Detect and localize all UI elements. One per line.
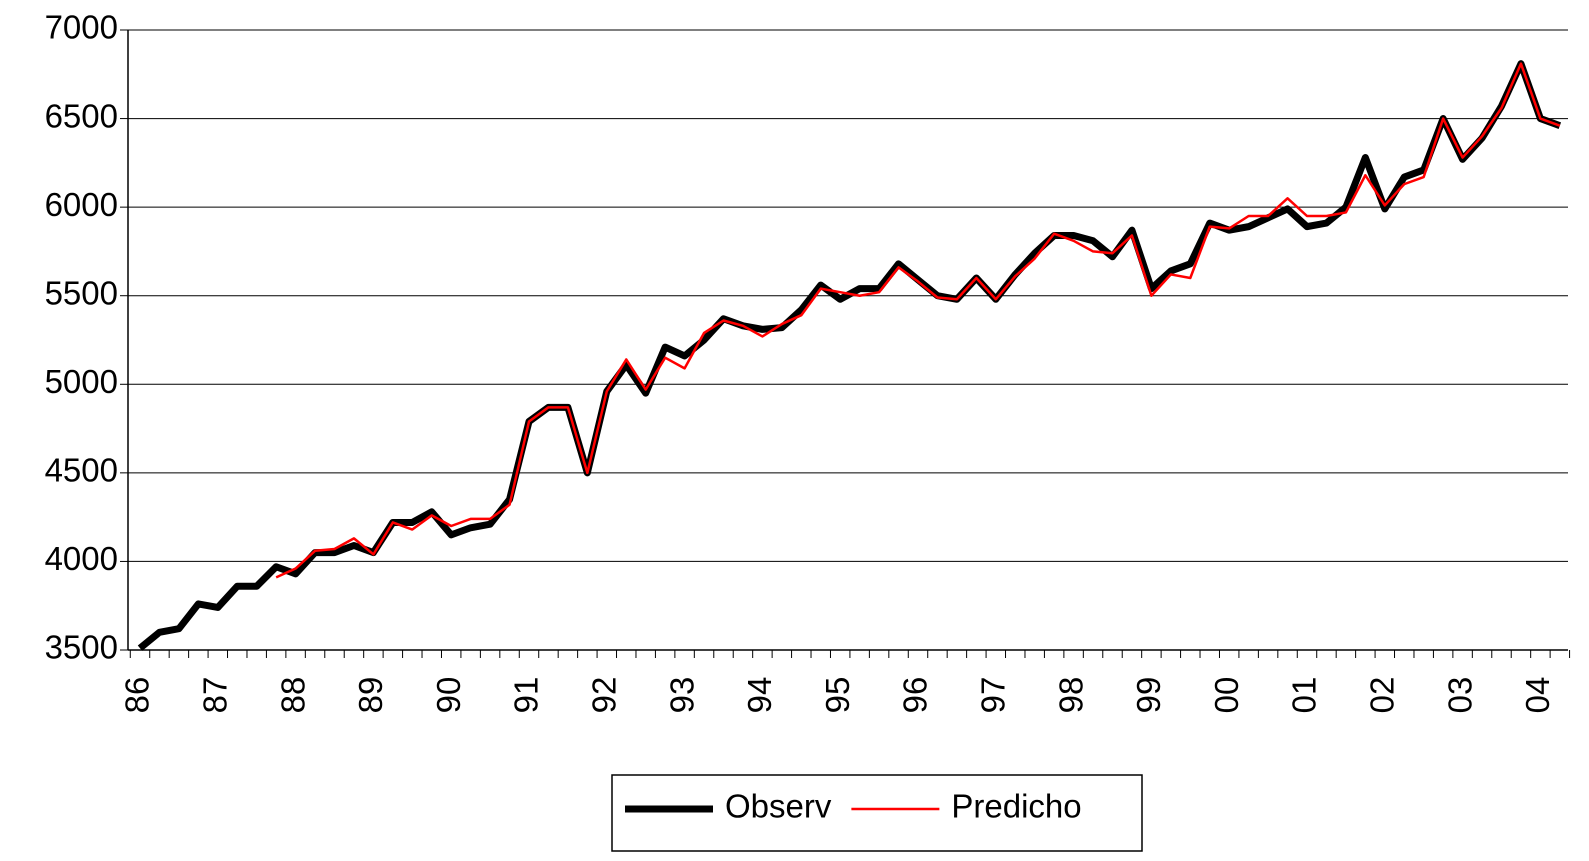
x-tick-label: 04 xyxy=(1519,677,1556,714)
x-tick-label: 00 xyxy=(1208,677,1245,714)
x-tick-label: 94 xyxy=(741,677,778,714)
x-tick-label: 89 xyxy=(352,677,389,714)
y-tick-label: 7000 xyxy=(45,9,118,46)
y-tick-label: 4500 xyxy=(45,452,118,489)
x-tick-label: 02 xyxy=(1364,677,1401,714)
line-series xyxy=(137,60,1562,651)
x-tick-label: 01 xyxy=(1286,677,1323,714)
line-series xyxy=(275,62,1561,579)
x-tick-label: 90 xyxy=(430,677,467,714)
x-tick-label: 99 xyxy=(1130,677,1167,714)
x-tick-label: 88 xyxy=(274,677,311,714)
legend: Observ Predicho xyxy=(611,774,1143,852)
y-tick-label: 5000 xyxy=(45,363,118,400)
y-tick-label: 4000 xyxy=(45,540,118,577)
x-tick-label: 98 xyxy=(1052,677,1089,714)
y-tick-label: 6500 xyxy=(45,97,118,134)
x-tick-label: 97 xyxy=(975,677,1012,714)
x-tick-label: 03 xyxy=(1441,677,1478,714)
x-tick-label: 86 xyxy=(119,677,156,714)
y-tick-label: 5500 xyxy=(45,274,118,311)
x-tick-label: 93 xyxy=(663,677,700,714)
x-tick-label: 91 xyxy=(508,677,545,714)
x-tick-label: 92 xyxy=(586,677,623,714)
legend-label: Observ xyxy=(725,788,832,825)
y-tick-label: 6000 xyxy=(45,186,118,223)
x-tick-label: 87 xyxy=(197,677,234,714)
legend-box xyxy=(611,774,1143,852)
legend-label: Predicho xyxy=(951,788,1081,825)
x-tick-label: 95 xyxy=(819,677,856,714)
x-tick-label: 96 xyxy=(897,677,934,714)
y-tick-label: 3500 xyxy=(45,629,118,666)
